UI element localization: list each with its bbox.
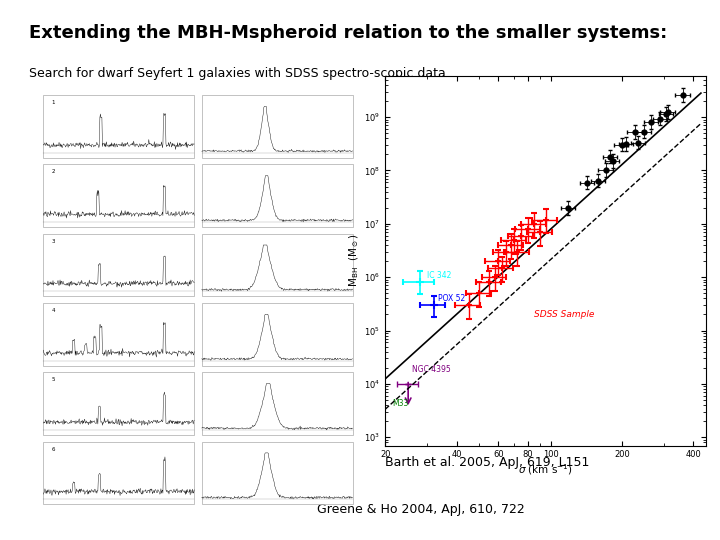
Text: 3: 3 (51, 239, 55, 244)
FancyBboxPatch shape (43, 442, 194, 504)
Text: Greene & Ho 2004, ApJ, 610, 722: Greene & Ho 2004, ApJ, 610, 722 (317, 503, 525, 516)
Text: NGC 4395: NGC 4395 (412, 366, 451, 374)
FancyBboxPatch shape (202, 95, 353, 158)
FancyBboxPatch shape (43, 95, 194, 158)
Text: Barth et al. 2005, ApJ, 619, L151: Barth et al. 2005, ApJ, 619, L151 (385, 456, 590, 469)
Text: 2: 2 (51, 170, 55, 174)
FancyBboxPatch shape (202, 234, 353, 296)
FancyBboxPatch shape (43, 234, 194, 296)
FancyBboxPatch shape (43, 372, 194, 435)
Text: Extending the MBH-Mspheroid relation to the smaller systems:: Extending the MBH-Mspheroid relation to … (29, 24, 667, 42)
Text: SDSS Sample: SDSS Sample (534, 310, 595, 319)
Text: 1: 1 (51, 100, 55, 105)
FancyBboxPatch shape (202, 372, 353, 435)
Text: 6: 6 (51, 447, 55, 451)
FancyBboxPatch shape (202, 164, 353, 227)
FancyBboxPatch shape (202, 303, 353, 366)
Text: M33: M33 (392, 399, 409, 408)
Text: 4: 4 (51, 308, 55, 313)
FancyBboxPatch shape (43, 303, 194, 366)
FancyBboxPatch shape (202, 442, 353, 504)
Text: IC 342: IC 342 (427, 271, 451, 280)
Text: POX 52: POX 52 (438, 294, 466, 303)
FancyBboxPatch shape (43, 164, 194, 227)
Text: 5: 5 (51, 377, 55, 382)
Text: Search for dwarf Seyfert 1 galaxies with SDSS spectro-scopic data.: Search for dwarf Seyfert 1 galaxies with… (29, 68, 449, 80)
X-axis label: $\sigma$ (km s$^{-1}$): $\sigma$ (km s$^{-1}$) (518, 462, 573, 477)
Y-axis label: M$_{\rm BH}$  (M$_\odot$): M$_{\rm BH}$ (M$_\odot$) (348, 234, 361, 287)
